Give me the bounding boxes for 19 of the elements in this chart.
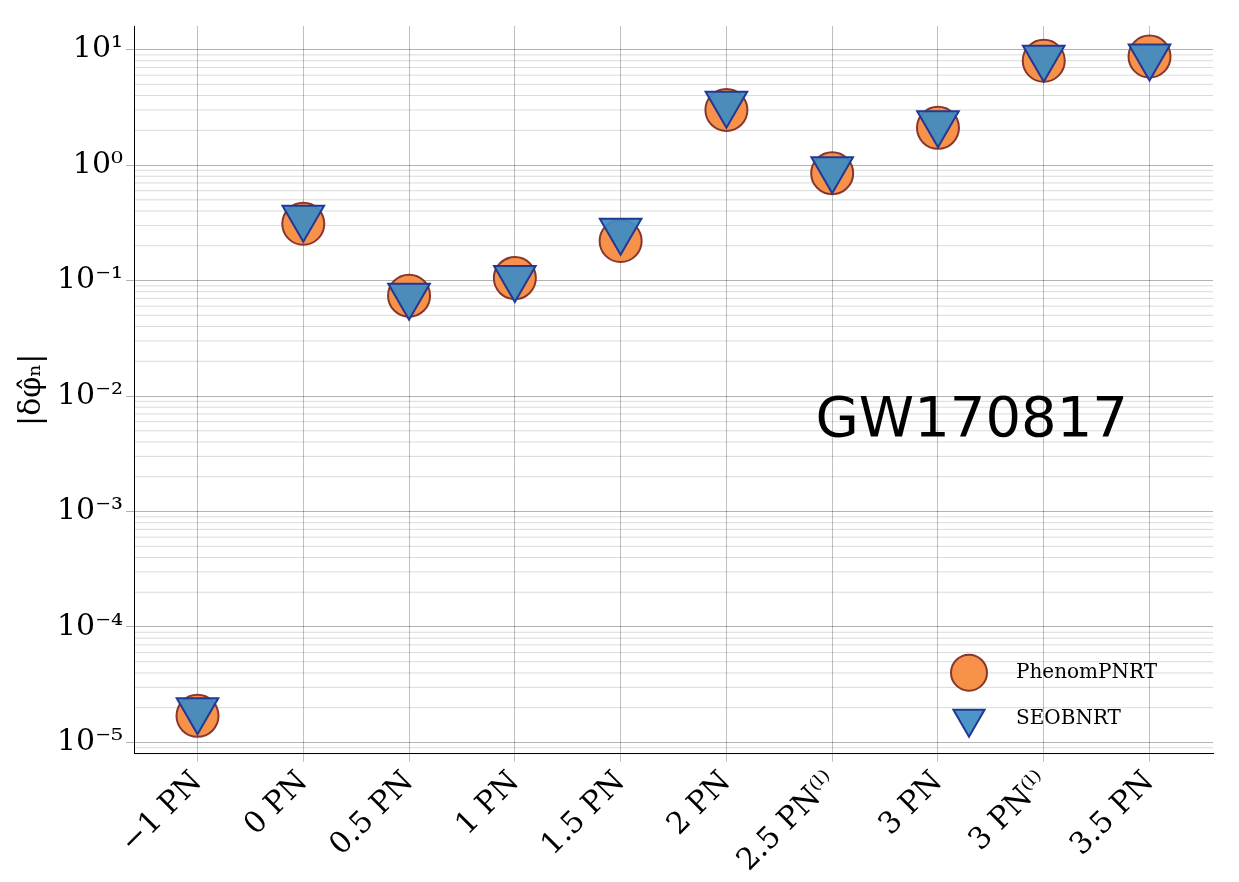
y-tick-label: 10⁻² [56,375,124,411]
annotation: GW170817 [815,383,1128,449]
y-tick-label: 10⁻⁴ [56,606,124,642]
x-tick-label: 1 PN [447,763,526,841]
x-tick-label: −1 PN [112,763,208,859]
y-tick-label: 10⁻¹ [56,260,124,296]
y-axis-title: |δφ̂ₙ| [11,353,47,426]
x-tick-label: 0.5 PN [321,763,420,862]
x-tick-label: 1.5 PN [533,763,632,862]
legend-label: SEOBNRT [1016,704,1122,729]
x-tick-label: 0 PN [235,763,314,841]
y-tick-label: 10⁻⁵ [56,722,124,758]
x-tick-label: 2 PN [659,763,737,841]
x-tick-label: 3.5 PN [1061,763,1160,862]
x-tick-label: 3 PN [870,763,949,841]
legend-label: PhenomPNRT [1016,658,1158,683]
y-tick-label: 10¹ [72,29,124,65]
y-tick-label: 10⁰ [72,144,124,180]
y-tick-label: 10⁻³ [56,491,124,527]
